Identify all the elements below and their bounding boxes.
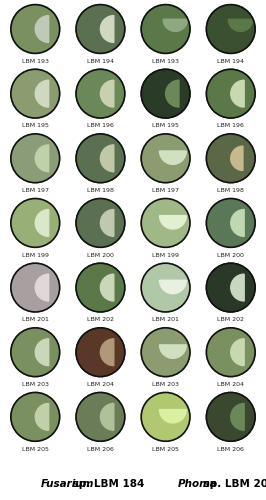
Ellipse shape bbox=[206, 4, 255, 54]
Text: LBM 203: LBM 203 bbox=[152, 382, 179, 387]
Text: LBM 195: LBM 195 bbox=[22, 124, 49, 128]
Wedge shape bbox=[228, 20, 253, 32]
Wedge shape bbox=[231, 274, 244, 301]
Text: LBM 198: LBM 198 bbox=[87, 188, 114, 193]
Text: LBM 202: LBM 202 bbox=[217, 318, 244, 322]
Text: sp. LBM 184: sp. LBM 184 bbox=[69, 479, 144, 489]
Text: LBM 205: LBM 205 bbox=[152, 446, 179, 452]
Text: LBM 200: LBM 200 bbox=[87, 253, 114, 258]
Wedge shape bbox=[35, 16, 49, 42]
Ellipse shape bbox=[206, 198, 255, 248]
Ellipse shape bbox=[141, 70, 190, 118]
Ellipse shape bbox=[141, 263, 190, 312]
Text: LBM 196: LBM 196 bbox=[217, 124, 244, 128]
Wedge shape bbox=[160, 216, 186, 229]
Text: LBM 201: LBM 201 bbox=[152, 318, 179, 322]
Wedge shape bbox=[231, 210, 244, 236]
Text: LBM 199: LBM 199 bbox=[152, 253, 179, 258]
Wedge shape bbox=[160, 280, 186, 293]
Wedge shape bbox=[35, 80, 49, 107]
Wedge shape bbox=[35, 404, 49, 430]
Wedge shape bbox=[231, 404, 244, 430]
Wedge shape bbox=[100, 210, 114, 236]
Text: LBM 201: LBM 201 bbox=[22, 318, 49, 322]
Wedge shape bbox=[35, 274, 49, 301]
Wedge shape bbox=[160, 410, 186, 423]
Wedge shape bbox=[100, 274, 114, 301]
Wedge shape bbox=[35, 210, 49, 236]
Text: LBM 203: LBM 203 bbox=[22, 382, 49, 387]
Wedge shape bbox=[100, 339, 114, 365]
Wedge shape bbox=[163, 20, 188, 32]
Ellipse shape bbox=[206, 263, 255, 312]
Ellipse shape bbox=[141, 4, 190, 54]
Ellipse shape bbox=[76, 4, 125, 54]
Text: Fusarium: Fusarium bbox=[41, 479, 94, 489]
Ellipse shape bbox=[76, 263, 125, 312]
Text: LBM 199: LBM 199 bbox=[22, 253, 49, 258]
Ellipse shape bbox=[141, 328, 190, 376]
Text: LBM 205: LBM 205 bbox=[22, 446, 49, 452]
Text: LBM 195: LBM 195 bbox=[152, 124, 179, 128]
Wedge shape bbox=[160, 345, 186, 358]
Ellipse shape bbox=[11, 4, 60, 54]
Ellipse shape bbox=[141, 134, 190, 182]
Wedge shape bbox=[165, 80, 179, 107]
Wedge shape bbox=[35, 145, 49, 172]
Ellipse shape bbox=[11, 70, 60, 118]
Text: LBM 193: LBM 193 bbox=[152, 59, 179, 64]
Text: LBM 193: LBM 193 bbox=[22, 59, 49, 64]
Ellipse shape bbox=[11, 134, 60, 182]
Text: LBM 206: LBM 206 bbox=[217, 446, 244, 452]
Text: LBM 202: LBM 202 bbox=[87, 318, 114, 322]
Text: LBM 206: LBM 206 bbox=[87, 446, 114, 452]
Ellipse shape bbox=[11, 263, 60, 312]
Wedge shape bbox=[100, 145, 114, 172]
Text: LBM 196: LBM 196 bbox=[87, 124, 114, 128]
Text: LBM 198: LBM 198 bbox=[217, 188, 244, 193]
Wedge shape bbox=[160, 151, 186, 164]
Text: LBM 194: LBM 194 bbox=[217, 59, 244, 64]
Text: LBM 194: LBM 194 bbox=[87, 59, 114, 64]
Text: LBM 200: LBM 200 bbox=[217, 253, 244, 258]
Ellipse shape bbox=[206, 134, 255, 182]
Ellipse shape bbox=[206, 328, 255, 376]
Ellipse shape bbox=[206, 392, 255, 441]
Ellipse shape bbox=[76, 392, 125, 441]
Wedge shape bbox=[231, 339, 244, 365]
Ellipse shape bbox=[11, 328, 60, 376]
Text: LBM 204: LBM 204 bbox=[87, 382, 114, 387]
Wedge shape bbox=[100, 16, 114, 42]
Wedge shape bbox=[35, 339, 49, 365]
Ellipse shape bbox=[141, 198, 190, 248]
Ellipse shape bbox=[76, 134, 125, 182]
Wedge shape bbox=[231, 146, 243, 171]
Ellipse shape bbox=[76, 198, 125, 248]
Wedge shape bbox=[100, 80, 114, 107]
Wedge shape bbox=[231, 80, 244, 107]
Ellipse shape bbox=[141, 392, 190, 441]
Ellipse shape bbox=[11, 198, 60, 248]
Text: sp. LBM 207: sp. LBM 207 bbox=[200, 479, 266, 489]
Text: LBM 197: LBM 197 bbox=[22, 188, 49, 193]
Text: Phoma: Phoma bbox=[178, 479, 218, 489]
Text: LBM 204: LBM 204 bbox=[217, 382, 244, 387]
Ellipse shape bbox=[76, 70, 125, 118]
Ellipse shape bbox=[76, 328, 125, 376]
Ellipse shape bbox=[11, 392, 60, 441]
Wedge shape bbox=[100, 404, 114, 430]
Ellipse shape bbox=[206, 70, 255, 118]
Text: LBM 197: LBM 197 bbox=[152, 188, 179, 193]
